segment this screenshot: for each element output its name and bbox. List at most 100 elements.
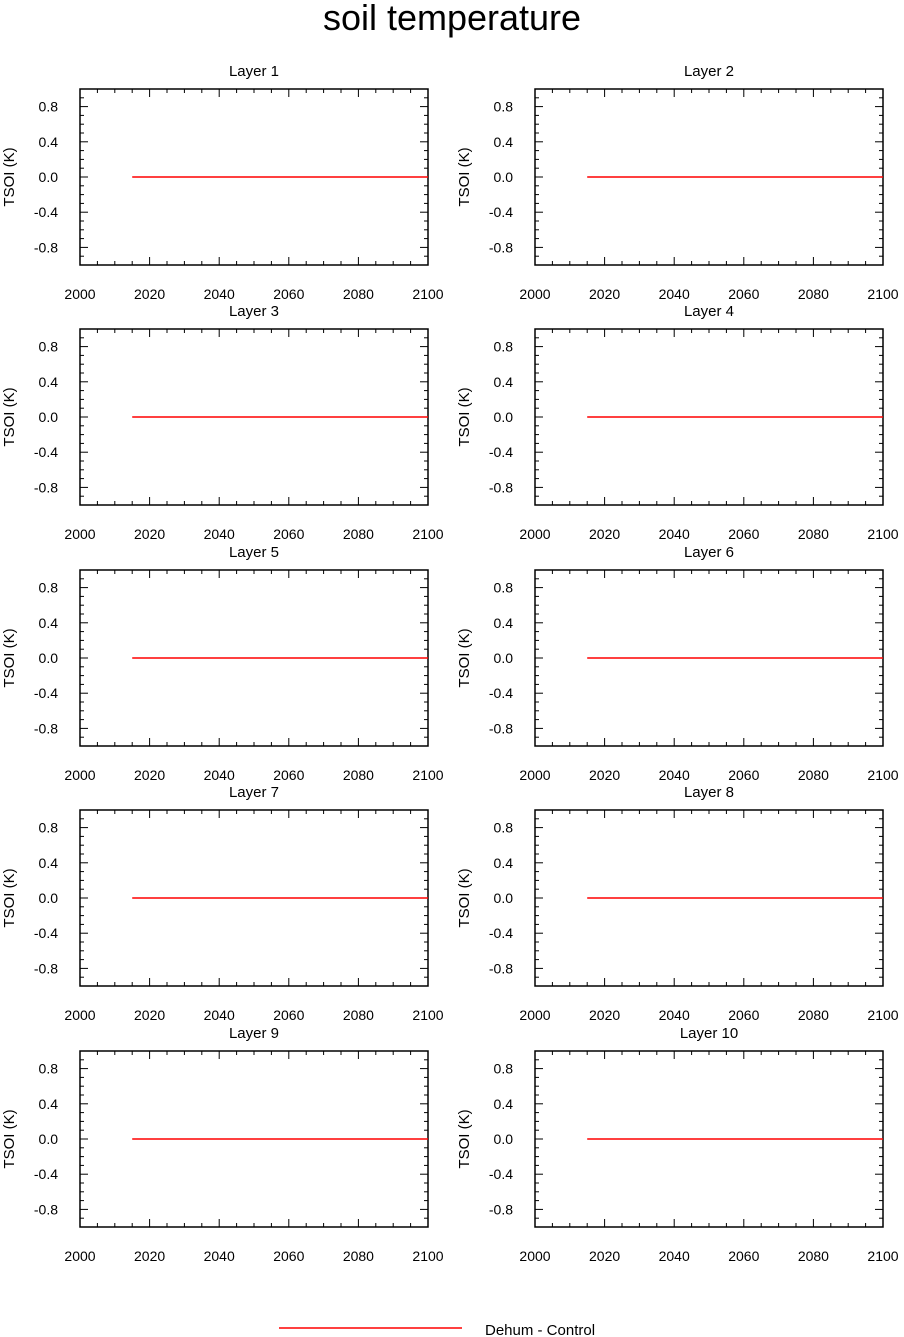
panel-2: 2000 2020 2040 2060 2080 2100 -0.8 -0.4 0.0 0.4 0.… — [456, 63, 899, 302]
y-tick-label: 0.0 — [39, 890, 59, 906]
x-tick-label: 2000 — [519, 1007, 550, 1023]
x-tick-label: 2000 — [64, 286, 95, 302]
x-tick-label: 2040 — [204, 1248, 235, 1264]
y-tick-label: 0.4 — [39, 374, 59, 390]
panel-4: 2000 2020 2040 2060 2080 2100 -0.8 -0.4 0.0 0.4 0.… — [456, 303, 899, 542]
x-tick-label: 2080 — [343, 526, 374, 542]
y-tick-label: 0.4 — [39, 134, 59, 150]
x-tick-label: 2060 — [728, 286, 759, 302]
y-axis-title: TSOI (K) — [456, 868, 473, 927]
y-tick-label: 0.8 — [39, 99, 59, 115]
y-tick-label: 0.0 — [39, 409, 59, 425]
x-tick-label: 2100 — [412, 767, 443, 783]
x-tick-label: 2020 — [589, 526, 620, 542]
panel-title: Layer 1 — [229, 63, 279, 80]
y-tick-label: -0.8 — [489, 479, 513, 495]
x-tick-label: 2100 — [412, 1007, 443, 1023]
x-tick-label: 2080 — [343, 1007, 374, 1023]
y-tick-label: 0.4 — [494, 855, 514, 871]
panel-3: 2000 2020 2040 2060 2080 2100 -0.8 -0.4 0.0 0.4 0.… — [1, 303, 444, 542]
y-tick-label: 0.4 — [494, 134, 514, 150]
panel-title: Layer 5 — [229, 544, 279, 561]
y-tick-label: -0.8 — [34, 720, 58, 736]
x-tick-label: 2060 — [273, 767, 304, 783]
y-tick-label: -0.4 — [34, 1166, 58, 1182]
y-axis-title: TSOI (K) — [456, 1109, 473, 1168]
x-tick-label: 2060 — [273, 1007, 304, 1023]
y-tick-label: -0.4 — [489, 925, 513, 941]
y-tick-label: -0.4 — [34, 685, 58, 701]
y-tick-label: -0.8 — [34, 960, 58, 976]
y-tick-label: 0.8 — [494, 580, 514, 596]
x-tick-label: 2040 — [659, 1248, 690, 1264]
x-tick-label: 2020 — [589, 767, 620, 783]
y-tick-label: 0.0 — [494, 409, 514, 425]
x-tick-label: 2080 — [798, 526, 829, 542]
x-tick-label: 2060 — [728, 1007, 759, 1023]
panel-title: Layer 6 — [684, 544, 734, 561]
y-tick-label: -0.4 — [489, 1166, 513, 1182]
figure-title: soil temperature — [323, 0, 581, 38]
y-tick-label: -0.8 — [489, 720, 513, 736]
y-tick-label: -0.4 — [489, 444, 513, 460]
y-tick-label: 0.8 — [494, 339, 514, 355]
x-tick-label: 2100 — [412, 1248, 443, 1264]
x-tick-label: 2000 — [64, 1007, 95, 1023]
x-tick-label: 2040 — [204, 526, 235, 542]
x-tick-label: 2100 — [867, 1007, 898, 1023]
y-tick-label: 0.8 — [494, 99, 514, 115]
x-tick-label: 2040 — [204, 1007, 235, 1023]
y-axis-title: TSOI (K) — [1, 1109, 18, 1168]
y-tick-label: 0.8 — [494, 1061, 514, 1077]
x-tick-label: 2020 — [589, 1248, 620, 1264]
x-tick-label: 2020 — [134, 1248, 165, 1264]
x-tick-label: 2000 — [64, 767, 95, 783]
y-tick-label: -0.4 — [34, 444, 58, 460]
panels-group: 2000 2020 2040 2060 2080 2100 -0.8 -0.4 0.0 0.4 0.… — [1, 63, 899, 1264]
x-tick-label: 2100 — [867, 526, 898, 542]
x-tick-label: 2020 — [134, 526, 165, 542]
x-tick-label: 2060 — [273, 1248, 304, 1264]
x-tick-label: 2000 — [64, 526, 95, 542]
y-axis-title: TSOI (K) — [456, 387, 473, 446]
panel-title: Layer 10 — [680, 1025, 738, 1042]
y-tick-label: 0.8 — [39, 1061, 59, 1077]
y-tick-label: 0.4 — [494, 615, 514, 631]
x-tick-label: 2020 — [589, 286, 620, 302]
x-tick-label: 2080 — [798, 1248, 829, 1264]
y-tick-label: 0.4 — [494, 374, 514, 390]
x-tick-label: 2080 — [343, 286, 374, 302]
x-tick-label: 2040 — [659, 286, 690, 302]
panel-9: 2000 2020 2040 2060 2080 2100 -0.8 -0.4 0.0 0.4 0.… — [1, 1025, 444, 1264]
y-tick-label: -0.4 — [34, 204, 58, 220]
y-tick-label: -0.4 — [489, 204, 513, 220]
panel-title: Layer 8 — [684, 784, 734, 801]
y-axis-title: TSOI (K) — [1, 147, 18, 206]
legend: Dehum - Control — [279, 1322, 595, 1337]
x-tick-label: 2100 — [412, 286, 443, 302]
y-tick-label: 0.8 — [39, 339, 59, 355]
x-tick-label: 2040 — [659, 526, 690, 542]
x-tick-label: 2060 — [728, 526, 759, 542]
y-tick-label: 0.0 — [494, 890, 514, 906]
y-tick-label: 0.0 — [494, 650, 514, 666]
panel-title: Layer 3 — [229, 303, 279, 320]
x-tick-label: 2060 — [273, 526, 304, 542]
x-tick-label: 2100 — [867, 767, 898, 783]
x-tick-label: 2080 — [343, 1248, 374, 1264]
y-axis-title: TSOI (K) — [456, 147, 473, 206]
x-tick-label: 2060 — [728, 1248, 759, 1264]
y-tick-label: 0.4 — [39, 1096, 59, 1112]
panel-1: 2000 2020 2040 2060 2080 2100 -0.8 -0.4 0.0 0.4 0.… — [1, 63, 444, 302]
y-tick-label: 0.0 — [39, 1131, 59, 1147]
panel-title: Layer 4 — [684, 303, 734, 320]
y-tick-label: -0.4 — [489, 685, 513, 701]
y-tick-label: -0.8 — [34, 239, 58, 255]
x-tick-label: 2000 — [64, 1248, 95, 1264]
panel-title: Layer 2 — [684, 63, 734, 80]
y-tick-label: 0.4 — [39, 855, 59, 871]
x-tick-label: 2040 — [659, 1007, 690, 1023]
y-tick-label: -0.8 — [489, 239, 513, 255]
y-tick-label: 0.8 — [494, 820, 514, 836]
y-tick-label: -0.8 — [489, 1201, 513, 1217]
